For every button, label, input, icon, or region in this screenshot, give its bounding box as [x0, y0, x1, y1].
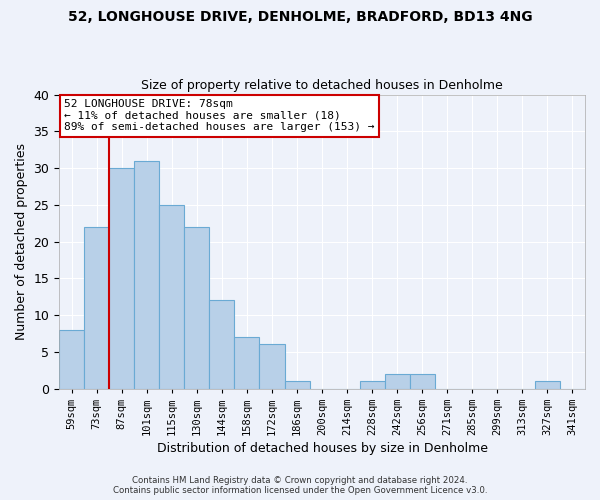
Bar	[359, 381, 385, 388]
Y-axis label: Number of detached properties: Number of detached properties	[15, 143, 28, 340]
Bar	[284, 381, 310, 388]
Bar	[184, 227, 209, 388]
Bar	[160, 205, 184, 388]
Title: Size of property relative to detached houses in Denholme: Size of property relative to detached ho…	[141, 79, 503, 92]
Bar	[59, 330, 84, 388]
Bar	[134, 160, 160, 388]
Bar	[535, 381, 560, 388]
Bar	[209, 300, 235, 388]
Bar	[259, 344, 284, 389]
Bar	[109, 168, 134, 388]
Text: 52 LONGHOUSE DRIVE: 78sqm
← 11% of detached houses are smaller (18)
89% of semi-: 52 LONGHOUSE DRIVE: 78sqm ← 11% of detac…	[64, 99, 375, 132]
Bar	[410, 374, 435, 388]
Bar	[385, 374, 410, 388]
Bar	[84, 227, 109, 388]
Text: 52, LONGHOUSE DRIVE, DENHOLME, BRADFORD, BD13 4NG: 52, LONGHOUSE DRIVE, DENHOLME, BRADFORD,…	[68, 10, 532, 24]
X-axis label: Distribution of detached houses by size in Denholme: Distribution of detached houses by size …	[157, 442, 488, 455]
Bar	[235, 337, 259, 388]
Text: Contains HM Land Registry data © Crown copyright and database right 2024.
Contai: Contains HM Land Registry data © Crown c…	[113, 476, 487, 495]
